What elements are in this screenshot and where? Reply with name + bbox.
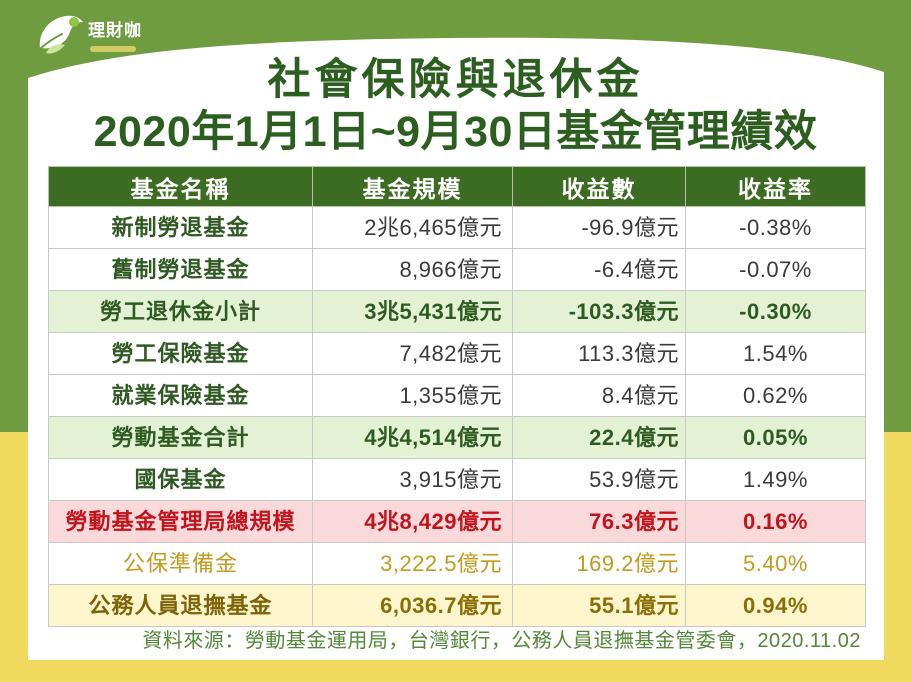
fund-size-cell: 6,036.7億元 [312,584,513,627]
return-rate-cell: 0.05% [685,416,866,459]
fund-name-cell: 勞工退休金小計 [48,290,313,333]
fund-name-cell: 勞動基金合計 [48,416,313,459]
source-note: 資料來源：勞動基金運用局，台灣銀行，公務人員退撫基金管委會，2020.11.02 [142,630,861,652]
fund-size-cell: 7,482億元 [312,332,513,375]
column-header-fund-name: 基金名稱 [48,166,313,207]
return-rate-cell: 1.54% [685,332,866,375]
header-row: 基金名稱 基金規模 收益數 收益率 [48,166,866,207]
return-rate-cell: 1.49% [685,458,866,501]
fund-name-cell: 新制勞退基金 [48,206,313,249]
fund-size-cell: 3兆5,431億元 [312,290,513,333]
fund-size-cell: 4兆8,429億元 [312,500,513,543]
fund-name-cell: 勞動基金管理局總規模 [48,500,313,543]
table-row: 國保基金 3,915億元 53.9億元 1.49% [48,458,866,501]
return-rate-cell: 0.94% [685,584,866,627]
return-rate-cell: 0.62% [685,374,866,417]
logo-name: 理財咖 [88,21,142,40]
earnings-cell: 169.2億元 [512,542,686,585]
earnings-cell: -103.3億元 [512,290,686,333]
fund-size-cell: 3,915億元 [312,458,513,501]
earnings-cell: 76.3億元 [512,500,686,543]
fund-name-cell: 國保基金 [48,458,313,501]
fund-name-cell: 就業保險基金 [48,374,313,417]
fund-name-cell: 公務人員退撫基金 [48,584,313,627]
fund-name-cell: 公保準備金 [48,542,313,585]
earnings-cell: 55.1億元 [512,584,686,627]
earnings-cell: 53.9億元 [512,458,686,501]
table-row: 勞工退休金小計 3兆5,431億元 -103.3億元 -0.30% [48,290,866,333]
leaf-logo-icon [39,15,83,54]
table-header: 基金名稱 基金規模 收益數 收益率 [48,166,866,207]
return-rate-cell: -0.07% [685,248,866,291]
table-row: 舊制勞退基金 8,966億元 -6.4億元 -0.07% [48,248,866,291]
earnings-cell: -6.4億元 [512,248,686,291]
page-subtitle: 2020年1月1日~9月30日基金管理績效 [93,108,818,156]
column-header-earnings: 收益數 [512,166,686,207]
column-header-fund-size: 基金規模 [312,166,513,207]
fund-size-cell: 1,355億元 [312,374,513,417]
table-row: 公務人員退撫基金 6,036.7億元 55.1億元 0.94% [48,584,866,627]
return-rate-cell: 0.16% [685,500,866,543]
return-rate-cell: -0.38% [685,206,866,249]
return-rate-cell: -0.30% [685,290,866,333]
fund-name-cell: 勞工保險基金 [48,332,313,375]
fund-size-cell: 2兆6,465億元 [312,206,513,249]
column-header-return-rate: 收益率 [685,166,866,207]
fund-size-cell: 4兆4,514億元 [312,416,513,459]
logo-tagline-mark [90,46,136,52]
fund-size-cell: 8,966億元 [312,248,513,291]
earnings-cell: 8.4億元 [512,374,686,417]
fund-name-cell: 舊制勞退基金 [48,248,313,291]
page-title: 社會保險與退休金 [267,56,644,104]
earnings-cell: 22.4億元 [512,416,686,459]
table-row: 勞動基金合計 4兆4,514億元 22.4億元 0.05% [48,416,866,459]
table-row: 公保準備金 3,222.5億元 169.2億元 5.40% [48,542,866,585]
fund-size-cell: 3,222.5億元 [312,542,513,585]
return-rate-cell: 5.40% [685,542,866,585]
table-row: 新制勞退基金 2兆6,465億元 -96.9億元 -0.38% [48,206,866,249]
brand-logo: 理財咖 [36,8,156,58]
earnings-cell: 113.3億元 [512,332,686,375]
earnings-cell: -96.9億元 [512,206,686,249]
table-row: 勞動基金管理局總規模 4兆8,429億元 76.3億元 0.16% [48,500,866,543]
table-row: 勞工保險基金 7,482億元 113.3億元 1.54% [48,332,866,375]
table-row: 就業保險基金 1,355億元 8.4億元 0.62% [48,374,866,417]
fund-performance-table: 基金名稱 基金規模 收益數 收益率 新制勞退基金 2兆6,465億元 -96.9億元… [48,166,866,627]
table-body: 新制勞退基金 2兆6,465億元 -96.9億元 -0.38% 舊制勞退基金 8,966億… [48,206,866,627]
